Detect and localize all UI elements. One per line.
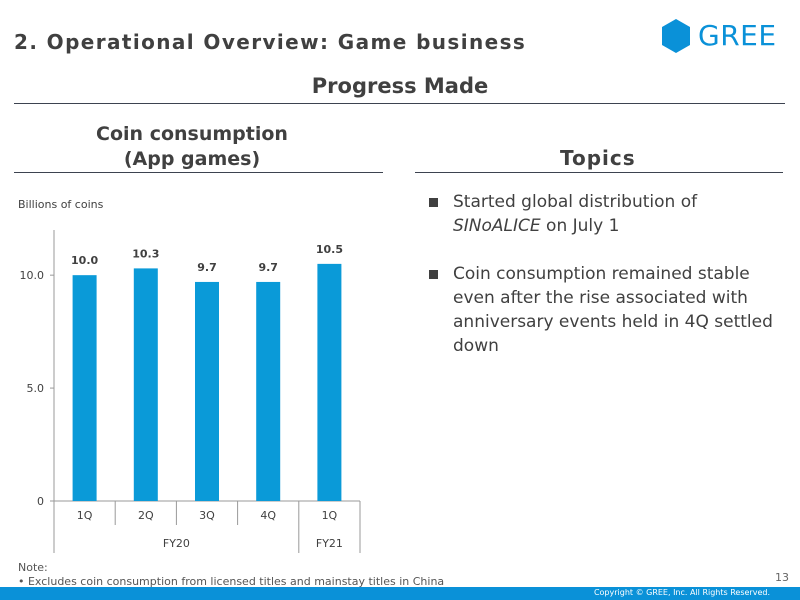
- y-tick-label: 5.0: [27, 382, 45, 395]
- data-label: 10.0: [71, 254, 98, 267]
- y-tick-label: 0: [37, 495, 44, 508]
- topic-text-after: on July 1: [540, 216, 620, 236]
- chart-heading-divider: [14, 172, 383, 173]
- coin-consumption-chart: 0 5.0 10.0 1Q 2Q 3Q 4Q 1Q FY20 FY21 10.0 10.3 9.7 9.…: [20, 230, 361, 553]
- topics-list: Started global distribution of SINoALICE…: [428, 190, 778, 382]
- hexagon-logo-icon: [662, 19, 690, 53]
- x-tick-label: 1Q: [322, 509, 338, 522]
- x-tick-label: 4Q: [260, 509, 276, 522]
- title-divider: [14, 103, 785, 104]
- chart-unit-label: Billions of coins: [18, 198, 104, 211]
- chart-bars: [72, 263, 342, 501]
- chart-heading-line2: (App games): [123, 148, 261, 170]
- footer-bar: Copyright © GREE, Inc. All Rights Reserv…: [0, 587, 800, 600]
- copyright-text: Copyright © GREE, Inc. All Rights Reserv…: [593, 588, 770, 597]
- page-number: 13: [775, 571, 789, 584]
- data-label: 10.3: [132, 247, 159, 260]
- slide-title: 2. Operational Overview: Game business: [14, 30, 527, 54]
- square-bullet-icon: [429, 198, 438, 207]
- y-tick-label: 10.0: [20, 269, 45, 282]
- x-group-label: FY21: [316, 537, 343, 550]
- square-bullet-icon: [429, 270, 438, 279]
- chart-bar: [195, 281, 219, 501]
- chart-bar: [133, 268, 158, 501]
- gree-logo: GREE: [660, 18, 778, 54]
- footnote-title: Note:: [18, 561, 48, 574]
- footnote-text: • Excludes coin consumption from license…: [18, 575, 445, 588]
- chart-axes: 0 5.0 10.0: [20, 230, 361, 553]
- x-group-label: FY20: [163, 537, 190, 550]
- x-tick-label: 1Q: [77, 509, 93, 522]
- topic-text: Coin consumption remained stable even af…: [453, 264, 773, 356]
- chart-heading: Coin consumption (App games): [0, 122, 384, 172]
- topics-heading-divider: [415, 172, 783, 173]
- topics-heading: Topics: [560, 146, 636, 170]
- footnote: Note: • Excludes coin consumption from l…: [18, 561, 444, 589]
- data-label: 9.7: [197, 261, 217, 274]
- chart-heading-line1: Coin consumption: [96, 123, 288, 145]
- x-tick-label: 3Q: [199, 509, 215, 522]
- logo-text: GREE: [698, 19, 777, 52]
- topic-text-title: SINoALICE: [453, 216, 541, 236]
- section-subtitle: Progress Made: [311, 74, 489, 98]
- chart-bar: [256, 281, 281, 501]
- chart-labels: 1Q 2Q 3Q 4Q 1Q FY20 FY21 10.0 10.3 9.7 9.7 10.5: [71, 243, 343, 550]
- topic-item-coin-consumption: Coin consumption remained stable even af…: [428, 262, 778, 358]
- topic-text-before: Started global distribution of: [453, 192, 698, 212]
- x-tick-label: 2Q: [138, 509, 154, 522]
- topic-item-global-distribution: Started global distribution of SINoALICE…: [428, 190, 778, 238]
- data-label: 9.7: [258, 261, 278, 274]
- chart-bar: [317, 263, 342, 501]
- data-label: 10.5: [316, 243, 343, 256]
- chart-bar: [72, 275, 97, 501]
